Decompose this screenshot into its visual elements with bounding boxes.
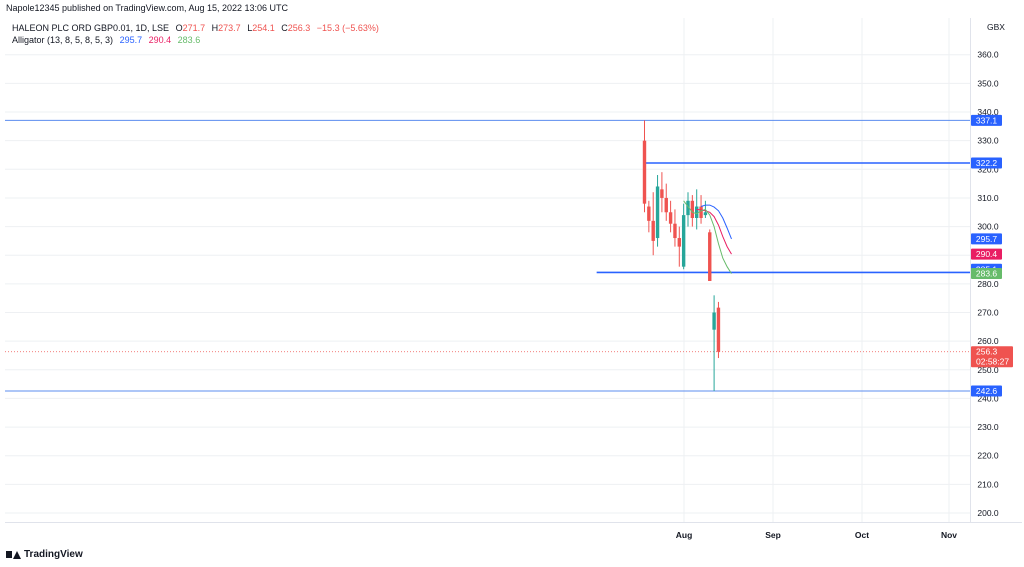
ohlc-high: H273.7 bbox=[211, 23, 241, 33]
symbol-title[interactable]: HALEON PLC ORD GBP0.01, 1D, LSE bbox=[12, 23, 170, 33]
candle-body bbox=[647, 206, 651, 221]
price-tick-label: 350.0 bbox=[977, 78, 999, 88]
indicator-badge bbox=[971, 268, 1002, 280]
indicator-jaw-value: 295.7 bbox=[119, 35, 143, 45]
indicator-badge-label: 295.7 bbox=[976, 234, 998, 244]
price-tick-label: 310.0 bbox=[977, 193, 999, 203]
price-tick-label: 330.0 bbox=[977, 136, 999, 146]
candle-body bbox=[699, 206, 703, 218]
ohlc-open: O271.7 bbox=[175, 23, 206, 33]
indicator-badge bbox=[971, 233, 1002, 245]
candle-body bbox=[716, 307, 721, 352]
indicator-badge-label: 283.6 bbox=[976, 269, 998, 279]
price-tick-label: 220.0 bbox=[977, 451, 999, 461]
tradingview-logo-icon bbox=[6, 550, 21, 559]
time-tick-label: Sep bbox=[765, 530, 781, 540]
ohlc-close: C256.3 bbox=[281, 23, 311, 33]
candles bbox=[642, 120, 721, 391]
price-axis: 200.0 210.0 220.0 230.0 240.0 250.0 260.0 270.0… bbox=[977, 50, 999, 518]
last-price-badge bbox=[971, 346, 1013, 368]
hline-badge bbox=[971, 157, 1002, 169]
publisher-line: Napole12345 published on TradingView.com… bbox=[6, 3, 289, 13]
price-badges: 337.1322.2242.6295.7290.4285.1283.6256.3… bbox=[971, 114, 1013, 397]
countdown-label: 02:58:27 bbox=[976, 357, 1009, 367]
indicator-badge-label: 290.4 bbox=[976, 249, 998, 259]
candle-body bbox=[690, 200, 695, 218]
candle-body bbox=[673, 223, 677, 239]
time-tick-label: Aug bbox=[676, 530, 693, 540]
hline-badge-label: 322.2 bbox=[976, 158, 998, 168]
alligator-lines bbox=[683, 200, 732, 274]
price-tick-label: 260.0 bbox=[977, 336, 999, 346]
price-tick-label: 240.0 bbox=[977, 393, 999, 403]
price-tick-label: 340.0 bbox=[977, 107, 999, 117]
price-tick-label: 280.0 bbox=[977, 279, 999, 289]
price-tick-label: 200.0 bbox=[977, 508, 999, 518]
hline-badge-label: 337.1 bbox=[976, 115, 998, 125]
time-axis: Aug Sep Oct Nov bbox=[676, 530, 958, 540]
hline-badge bbox=[971, 114, 1002, 126]
hline-badge bbox=[971, 385, 1002, 397]
indicator-title[interactable]: Alligator (13, 8, 5, 8, 5, 3) bbox=[12, 35, 114, 45]
price-tick-label: 320.0 bbox=[977, 164, 999, 174]
price-tick-label: 360.0 bbox=[977, 50, 999, 60]
candle-body bbox=[668, 212, 673, 224]
candle-body bbox=[664, 197, 668, 213]
indicator-badge bbox=[971, 248, 1002, 260]
candle-body bbox=[703, 212, 708, 216]
indicator-teeth-value: 290.4 bbox=[148, 35, 172, 45]
tradingview-logo[interactable]: TradingView bbox=[6, 549, 83, 560]
horizontal-lines bbox=[5, 119, 970, 392]
candle-body bbox=[708, 232, 712, 281]
candle-body bbox=[677, 238, 681, 247]
candle-body bbox=[712, 312, 716, 330]
candle-body bbox=[695, 206, 699, 218]
ohlc-change: −15.3 (−5.63%) bbox=[316, 23, 379, 33]
hline-badge-label: 242.6 bbox=[976, 386, 998, 396]
price-tick-label: 300.0 bbox=[977, 222, 999, 232]
time-tick-label: Oct bbox=[855, 530, 869, 540]
symbol-legend: HALEON PLC ORD GBP0.01, 1D, LSE O271.7 H… bbox=[12, 23, 383, 33]
alligator-lips-line bbox=[683, 200, 732, 274]
candle-body bbox=[660, 189, 664, 198]
candle-body bbox=[642, 140, 647, 204]
price-tick-label: 230.0 bbox=[977, 422, 999, 432]
last-price-label: 256.3 bbox=[976, 347, 998, 357]
price-tick-label: 270.0 bbox=[977, 308, 999, 318]
candle-body bbox=[655, 186, 660, 239]
tradingview-logo-text: TradingView bbox=[24, 549, 83, 560]
candle-body bbox=[686, 200, 690, 216]
currency-label: GBX bbox=[987, 22, 1005, 32]
chart-grid bbox=[5, 18, 970, 522]
candle-body bbox=[651, 220, 655, 241]
time-tick-label: Nov bbox=[941, 530, 957, 540]
candle-body bbox=[681, 215, 686, 267]
indicator-legend: Alligator (13, 8, 5, 8, 5, 3) 295.7 290.… bbox=[12, 35, 204, 45]
price-tick-label: 250.0 bbox=[977, 365, 999, 375]
ohlc-low: L254.1 bbox=[247, 23, 275, 33]
price-tick-label: 210.0 bbox=[977, 479, 999, 489]
indicator-lips-value: 283.6 bbox=[177, 35, 201, 45]
alligator-jaw-line bbox=[700, 204, 732, 240]
